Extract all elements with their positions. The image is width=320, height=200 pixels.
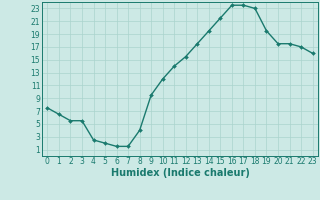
X-axis label: Humidex (Indice chaleur): Humidex (Indice chaleur)	[111, 168, 249, 178]
